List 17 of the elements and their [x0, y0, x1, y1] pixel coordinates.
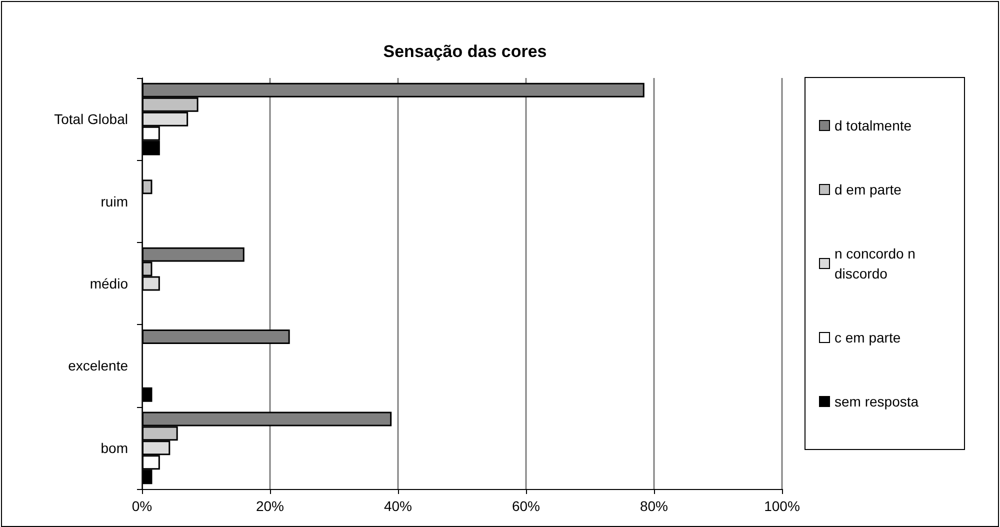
legend-label: sem resposta — [834, 394, 919, 410]
y-tick-label: bom — [100, 440, 128, 456]
chart-title: Sensação das cores — [383, 42, 547, 61]
x-tick-label: 100% — [764, 498, 800, 514]
x-tick-label: 20% — [256, 498, 284, 514]
y-tick-label: excelente — [68, 358, 128, 374]
y-tick-label: Total Global — [54, 111, 128, 128]
legend-label: n concordo n discordo — [834, 246, 920, 282]
x-tick-label: 40% — [384, 498, 412, 514]
legend-label: c em parte — [834, 330, 901, 346]
x-tick-label: 60% — [512, 498, 540, 514]
y-tick-label: médio — [90, 276, 128, 292]
legend-label: d totalmente — [834, 118, 912, 134]
x-tick-label: 80% — [640, 498, 668, 514]
y-tick-label: ruim — [100, 193, 128, 210]
legend-label: d em parte — [834, 182, 902, 198]
x-tick-label: 0% — [132, 498, 152, 514]
